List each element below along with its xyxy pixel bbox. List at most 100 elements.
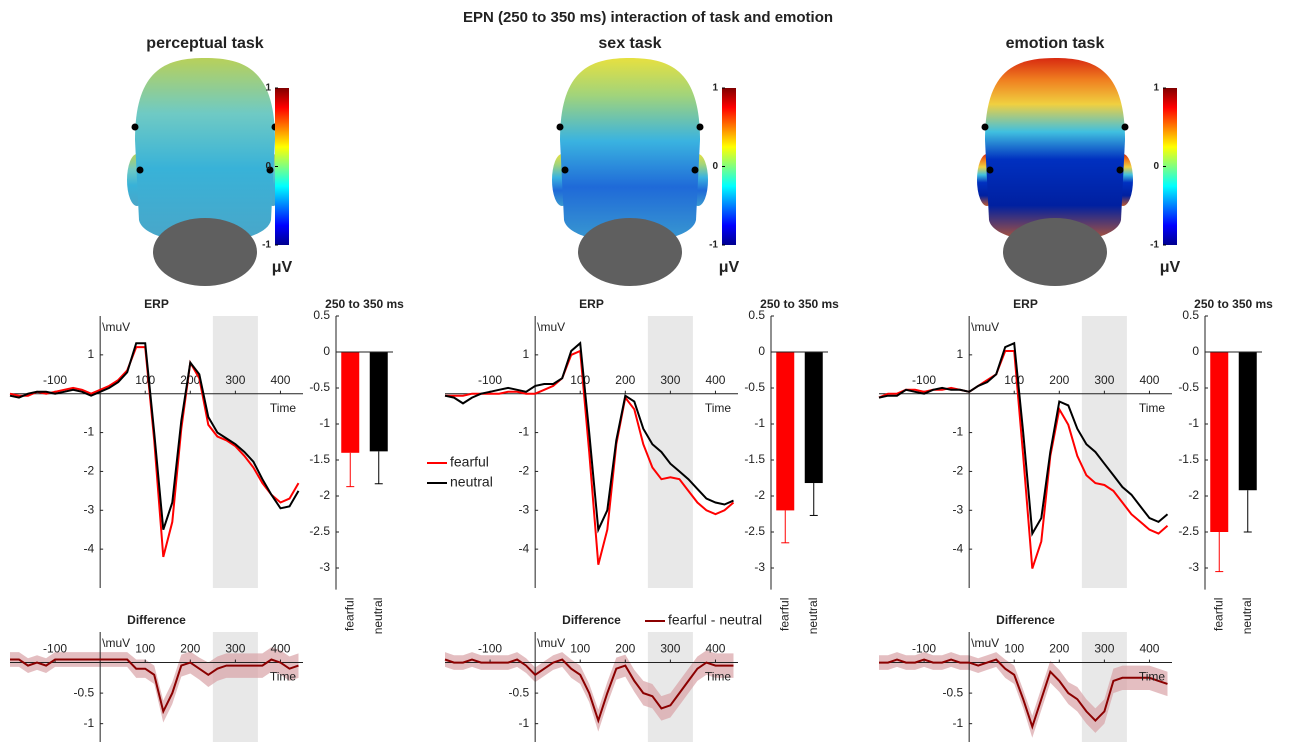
bar — [1238, 352, 1257, 491]
y-tick-label: 0.5 — [748, 308, 765, 322]
chart-title: 250 to 350 ms — [1194, 297, 1273, 311]
electrode — [556, 123, 564, 131]
x-tick-label: 300 — [660, 373, 680, 387]
chart-title: ERP — [579, 297, 604, 311]
bar — [776, 352, 795, 511]
y-tick-label: -1 — [518, 716, 529, 730]
chart-title: ERP — [1013, 297, 1038, 311]
line — [9, 342, 300, 531]
y-tick-label: -1 — [952, 716, 963, 730]
colorbar-tick-label: -1 — [262, 240, 271, 251]
y-tick-label: -2 — [518, 464, 529, 478]
x-tick-label: -100 — [43, 642, 67, 656]
x-axis-label: Time — [705, 401, 732, 415]
x-tick-label: fearful — [777, 598, 791, 631]
x-tick-label: 400 — [1139, 373, 1159, 387]
x-tick-label: 100 — [570, 642, 590, 656]
x-tick-label: fearful — [1211, 598, 1225, 631]
electrode — [136, 166, 144, 174]
x-tick-label: 400 — [705, 642, 725, 656]
chart-title: ERP — [144, 297, 169, 311]
x-tick-label: 400 — [705, 373, 725, 387]
x-tick-label: -100 — [478, 642, 502, 656]
topomap-title: emotion task — [1006, 35, 1105, 52]
error-band — [879, 652, 1168, 738]
y-tick-label: -2 — [1188, 488, 1199, 502]
x-tick-label: -100 — [478, 373, 502, 387]
line — [444, 341, 734, 534]
y-tick-label: -1 — [952, 425, 963, 439]
neck — [153, 218, 257, 286]
y-tick-label: -3 — [1188, 560, 1199, 574]
x-tick-label: 400 — [270, 642, 290, 656]
colorbar-tick-label: 0 — [712, 161, 718, 172]
y-tick-label: -0.5 — [1178, 380, 1199, 394]
y-tick-label: -1.5 — [1178, 452, 1199, 466]
chart-title: Difference — [562, 613, 621, 627]
y-tick-label: -4 — [952, 541, 963, 555]
x-tick-label: 200 — [615, 373, 635, 387]
highlight-window — [212, 632, 258, 742]
y-tick-label: -0.5 — [508, 685, 529, 699]
highlight-window — [1081, 316, 1127, 588]
x-tick-label: 400 — [270, 373, 290, 387]
legend-label: fearful - neutral — [668, 612, 762, 628]
bar — [341, 352, 360, 453]
electrode — [1121, 123, 1129, 131]
topomap-title: perceptual task — [146, 35, 263, 52]
head — [135, 58, 275, 243]
colorbar-tick-label: -1 — [1150, 240, 1159, 251]
x-tick-label: 300 — [660, 642, 680, 656]
chart-title: 250 to 350 ms — [760, 297, 839, 311]
y-axis-label: \muV — [102, 320, 130, 334]
y-axis-label: \muV — [971, 320, 999, 334]
electrode — [131, 123, 139, 131]
x-tick-label: 200 — [180, 642, 200, 656]
electrode — [986, 166, 994, 174]
y-tick-label: -0.5 — [73, 685, 94, 699]
bar — [804, 352, 823, 484]
y-tick-label: -2 — [319, 488, 330, 502]
y-tick-label: 0.5 — [313, 308, 330, 322]
colorbar-tick-label: 1 — [712, 83, 718, 94]
x-tick-label: 100 — [1004, 642, 1024, 656]
x-axis-label: Time — [1139, 401, 1166, 415]
line — [445, 349, 735, 565]
y-tick-label: -0.5 — [309, 380, 330, 394]
electrode — [696, 123, 704, 131]
y-tick-label: 0 — [323, 344, 330, 358]
legend-label: neutral — [450, 474, 493, 490]
y-tick-label: 1 — [522, 347, 529, 361]
colorbar — [722, 88, 736, 245]
y-axis-label: \muV — [971, 636, 999, 650]
y-tick-label: -2.5 — [309, 524, 330, 538]
x-tick-label: 400 — [1139, 642, 1159, 656]
x-axis-label: Time — [705, 670, 732, 684]
y-tick-label: -3 — [518, 502, 529, 516]
line — [878, 341, 1169, 537]
y-tick-label: -1 — [319, 416, 330, 430]
y-tick-label: -1 — [83, 425, 94, 439]
x-axis-label: Time — [270, 401, 297, 415]
highlight-window — [647, 316, 693, 588]
colorbar-tick-label: -1 — [709, 240, 718, 251]
y-tick-label: -0.5 — [744, 380, 765, 394]
head — [560, 58, 700, 243]
y-tick-label: 1 — [956, 347, 963, 361]
electrode — [561, 166, 569, 174]
y-tick-label: -2.5 — [1178, 524, 1199, 538]
x-tick-label: 100 — [1004, 373, 1024, 387]
figure-title: EPN (250 to 350 ms) interaction of task … — [463, 9, 833, 26]
y-tick-label: -3 — [83, 502, 94, 516]
x-tick-label: -100 — [43, 373, 67, 387]
x-tick-label: neutral — [1240, 598, 1254, 635]
y-tick-label: -1 — [1188, 416, 1199, 430]
x-tick-label: neutral — [806, 598, 820, 635]
colorbar-tick-label: 1 — [1153, 83, 1159, 94]
electrode — [266, 166, 274, 174]
x-axis-label: Time — [270, 670, 297, 684]
colorbar-tick-label: 1 — [265, 83, 271, 94]
y-tick-label: -4 — [518, 541, 529, 555]
y-tick-label: 0 — [1192, 344, 1199, 358]
